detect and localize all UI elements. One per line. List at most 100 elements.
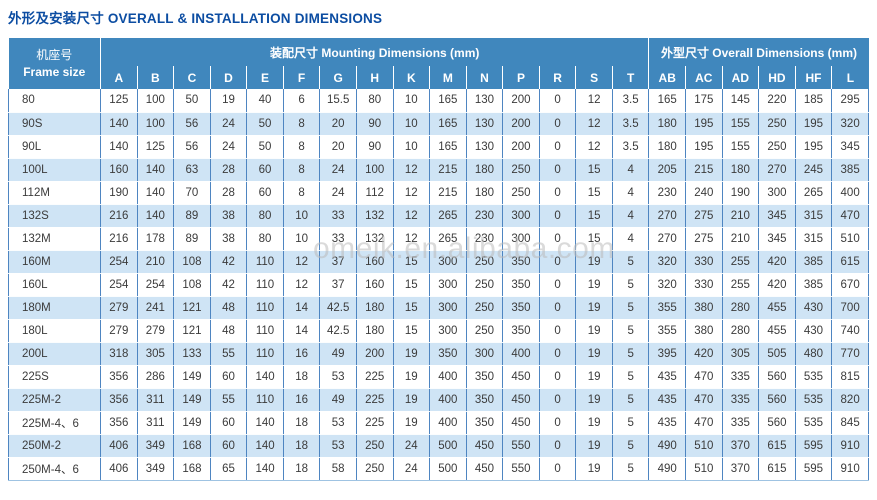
table-head: 机座号 Frame size 装配尺寸 Mounting Dimensions (m… (8, 38, 869, 89)
cell-E: 50 (246, 135, 284, 159)
cell-M: 400 (429, 365, 467, 389)
cell-HD: 615 (758, 434, 796, 458)
cell-HF: 185 (795, 89, 833, 113)
cell-D: 48 (210, 319, 248, 343)
frame-size-header-en: Frame size (23, 64, 86, 79)
cell-H: 100 (356, 158, 394, 182)
cell-F: 10 (283, 227, 321, 251)
cell-S: 19 (575, 273, 613, 297)
cell-H: 250 (356, 457, 394, 481)
cell-R: 0 (539, 112, 577, 136)
cell-N: 180 (466, 181, 504, 205)
cell-A: 356 (100, 411, 138, 435)
frame-size-cell: 225M-4、6 (8, 411, 101, 435)
cell-P: 200 (502, 112, 540, 136)
cell-T: 4 (612, 181, 650, 205)
cell-AD: 155 (722, 112, 760, 136)
cell-B: 140 (137, 204, 175, 228)
cell-R: 0 (539, 365, 577, 389)
cell-F: 18 (283, 365, 321, 389)
cell-P: 350 (502, 319, 540, 343)
cell-S: 15 (575, 227, 613, 251)
cell-L: 910 (831, 434, 869, 458)
cell-N: 300 (466, 342, 504, 366)
cell-C: 133 (173, 342, 211, 366)
cell-P: 450 (502, 388, 540, 412)
col-header-R: R (538, 66, 577, 89)
frame-size-cell: 180L (8, 319, 101, 343)
cell-B: 125 (137, 135, 175, 159)
cell-AD: 155 (722, 135, 760, 159)
cell-HD: 250 (758, 112, 796, 136)
cell-N: 130 (466, 89, 504, 113)
cell-H: 112 (356, 181, 394, 205)
cell-HD: 420 (758, 250, 796, 274)
cell-F: 12 (283, 273, 321, 297)
cell-HF: 315 (795, 204, 833, 228)
cell-B: 254 (137, 273, 175, 297)
cell-HF: 480 (795, 342, 833, 366)
cell-M: 350 (429, 342, 467, 366)
table-row: 160M 254 210 108 42 110 12 37 160 15 300 250 350 0 19 5… (8, 250, 869, 274)
cell-T: 5 (612, 411, 650, 435)
cell-AD: 255 (722, 273, 760, 297)
cell-H: 225 (356, 365, 394, 389)
cell-F: 14 (283, 296, 321, 320)
cell-HD: 250 (758, 135, 796, 159)
frame-size-cell: 225M-2 (8, 388, 101, 412)
cell-D: 28 (210, 181, 248, 205)
table-row: 225M-2 356 311 149 55 110 16 49 225 19 400 350 450 0 1… (8, 388, 869, 412)
cell-HF: 195 (795, 112, 833, 136)
cell-D: 55 (210, 342, 248, 366)
cell-N: 450 (466, 434, 504, 458)
cell-P: 250 (502, 158, 540, 182)
cell-N: 350 (466, 365, 504, 389)
cell-T: 5 (612, 319, 650, 343)
cell-G: 37 (319, 250, 357, 274)
cell-B: 286 (137, 365, 175, 389)
cell-H: 132 (356, 227, 394, 251)
cell-T: 5 (612, 273, 650, 297)
cell-G: 53 (319, 411, 357, 435)
cell-B: 311 (137, 411, 175, 435)
cell-HD: 455 (758, 319, 796, 343)
cell-K: 24 (393, 434, 431, 458)
col-header-N: N (465, 66, 504, 89)
table-row: 180L 279 279 121 48 110 14 42.5 180 15 300 250 350 0 1… (8, 319, 869, 343)
col-header-AC: AC (685, 66, 723, 89)
cell-M: 300 (429, 296, 467, 320)
col-header-T: T (611, 66, 650, 89)
col-header-HD: HD (758, 66, 796, 89)
cell-AD: 210 (722, 204, 760, 228)
cell-AB: 435 (648, 365, 686, 389)
table-row: 225M-4、6 356 311 149 60 140 18 53 225 19 400 350 450… (8, 411, 869, 435)
cell-M: 300 (429, 250, 467, 274)
cell-K: 10 (393, 112, 431, 136)
cell-A: 356 (100, 388, 138, 412)
cell-K: 12 (393, 204, 431, 228)
cell-N: 130 (466, 135, 504, 159)
cell-HD: 270 (758, 158, 796, 182)
frame-size-cell: 250M-4、6 (8, 457, 101, 481)
cell-AB: 205 (648, 158, 686, 182)
table-row: 225S 356 286 149 60 140 18 53 225 19 400 350 450 0 19 5… (8, 365, 869, 389)
table-row: 160L 254 254 108 42 110 12 37 160 15 300 250 350 0 19 5… (8, 273, 869, 297)
cell-AD: 180 (722, 158, 760, 182)
cell-L: 385 (831, 158, 869, 182)
frame-size-cell: 100L (8, 158, 101, 182)
cell-N: 350 (466, 411, 504, 435)
cell-E: 110 (246, 388, 284, 412)
cell-E: 40 (246, 89, 284, 113)
cell-S: 19 (575, 411, 613, 435)
frame-size-cell: 180M (8, 296, 101, 320)
cell-R: 0 (539, 296, 577, 320)
cell-R: 0 (539, 388, 577, 412)
cell-R: 0 (539, 89, 577, 113)
cell-P: 300 (502, 204, 540, 228)
group-header-overall: 外型尺寸 Overall Dimensions (mm) (648, 38, 869, 66)
cell-K: 15 (393, 319, 431, 343)
cell-HD: 560 (758, 411, 796, 435)
cell-G: 15.5 (319, 89, 357, 113)
cell-HD: 345 (758, 204, 796, 228)
cell-D: 60 (210, 411, 248, 435)
